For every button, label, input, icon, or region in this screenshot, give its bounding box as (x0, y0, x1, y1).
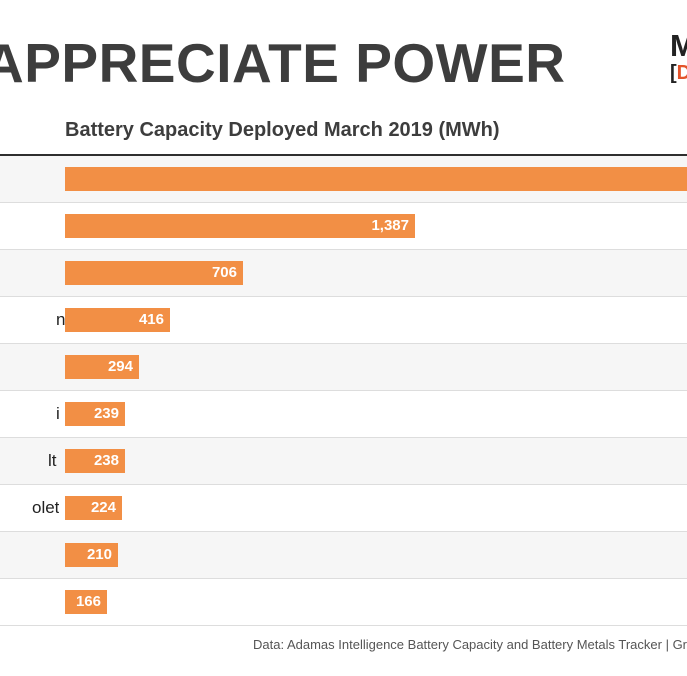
bar-value-label: 224 (90, 499, 116, 516)
bar (65, 167, 687, 191)
bar-row: 1,387 (0, 203, 687, 250)
header-divider (0, 154, 687, 156)
bar-value-label: 166 (75, 593, 101, 610)
bar: 294 (65, 355, 139, 379)
bar: 416 (65, 308, 170, 332)
bar: 239 (65, 402, 125, 426)
bar-value-label: 1,387 (371, 217, 409, 234)
category-label: n (56, 310, 66, 329)
bar: 224 (65, 496, 122, 520)
headline: APPRECIATE POWER (0, 32, 566, 94)
bar-row: n 416 (0, 297, 687, 344)
logo-bracket: [ (670, 62, 677, 84)
logo-mark: M (670, 28, 687, 63)
bar: 210 (65, 543, 118, 567)
bar-value-label: 239 (93, 405, 119, 422)
bar-rows: 1,387 706 n 416 294 i 239 lt 238 olet 224 210 166 (0, 156, 687, 626)
bar-row: 210 (0, 532, 687, 579)
category-label: lt (48, 451, 57, 470)
bar-row: olet 224 (0, 485, 687, 532)
bar-value-label: 238 (93, 452, 119, 469)
bar-row: lt 238 (0, 438, 687, 485)
logo-letter: D (676, 62, 687, 84)
bar-row: i 239 (0, 391, 687, 438)
bar-value-label: 706 (211, 264, 237, 281)
bar-value-label: 416 (138, 311, 164, 328)
source-note: Data: Adamas Intelligence Battery Capaci… (253, 637, 687, 652)
bar-value-label: 294 (107, 358, 133, 375)
chart-title: Battery Capacity Deployed March 2019 (MW… (65, 119, 500, 141)
category-label: olet (32, 498, 60, 517)
publisher-logo: M [D (670, 30, 687, 86)
bar-row: 706 (0, 250, 687, 297)
bar: 1,387 (65, 214, 415, 238)
bar-value-label: 210 (86, 546, 112, 563)
bar: 166 (65, 590, 107, 614)
bar-row: 166 (0, 579, 687, 626)
bar: 238 (65, 449, 125, 473)
logo-tag: [D (670, 62, 687, 84)
category-label: i (56, 404, 60, 423)
bar-row (0, 156, 687, 203)
bar-row: 294 (0, 344, 687, 391)
bar: 706 (65, 261, 243, 285)
